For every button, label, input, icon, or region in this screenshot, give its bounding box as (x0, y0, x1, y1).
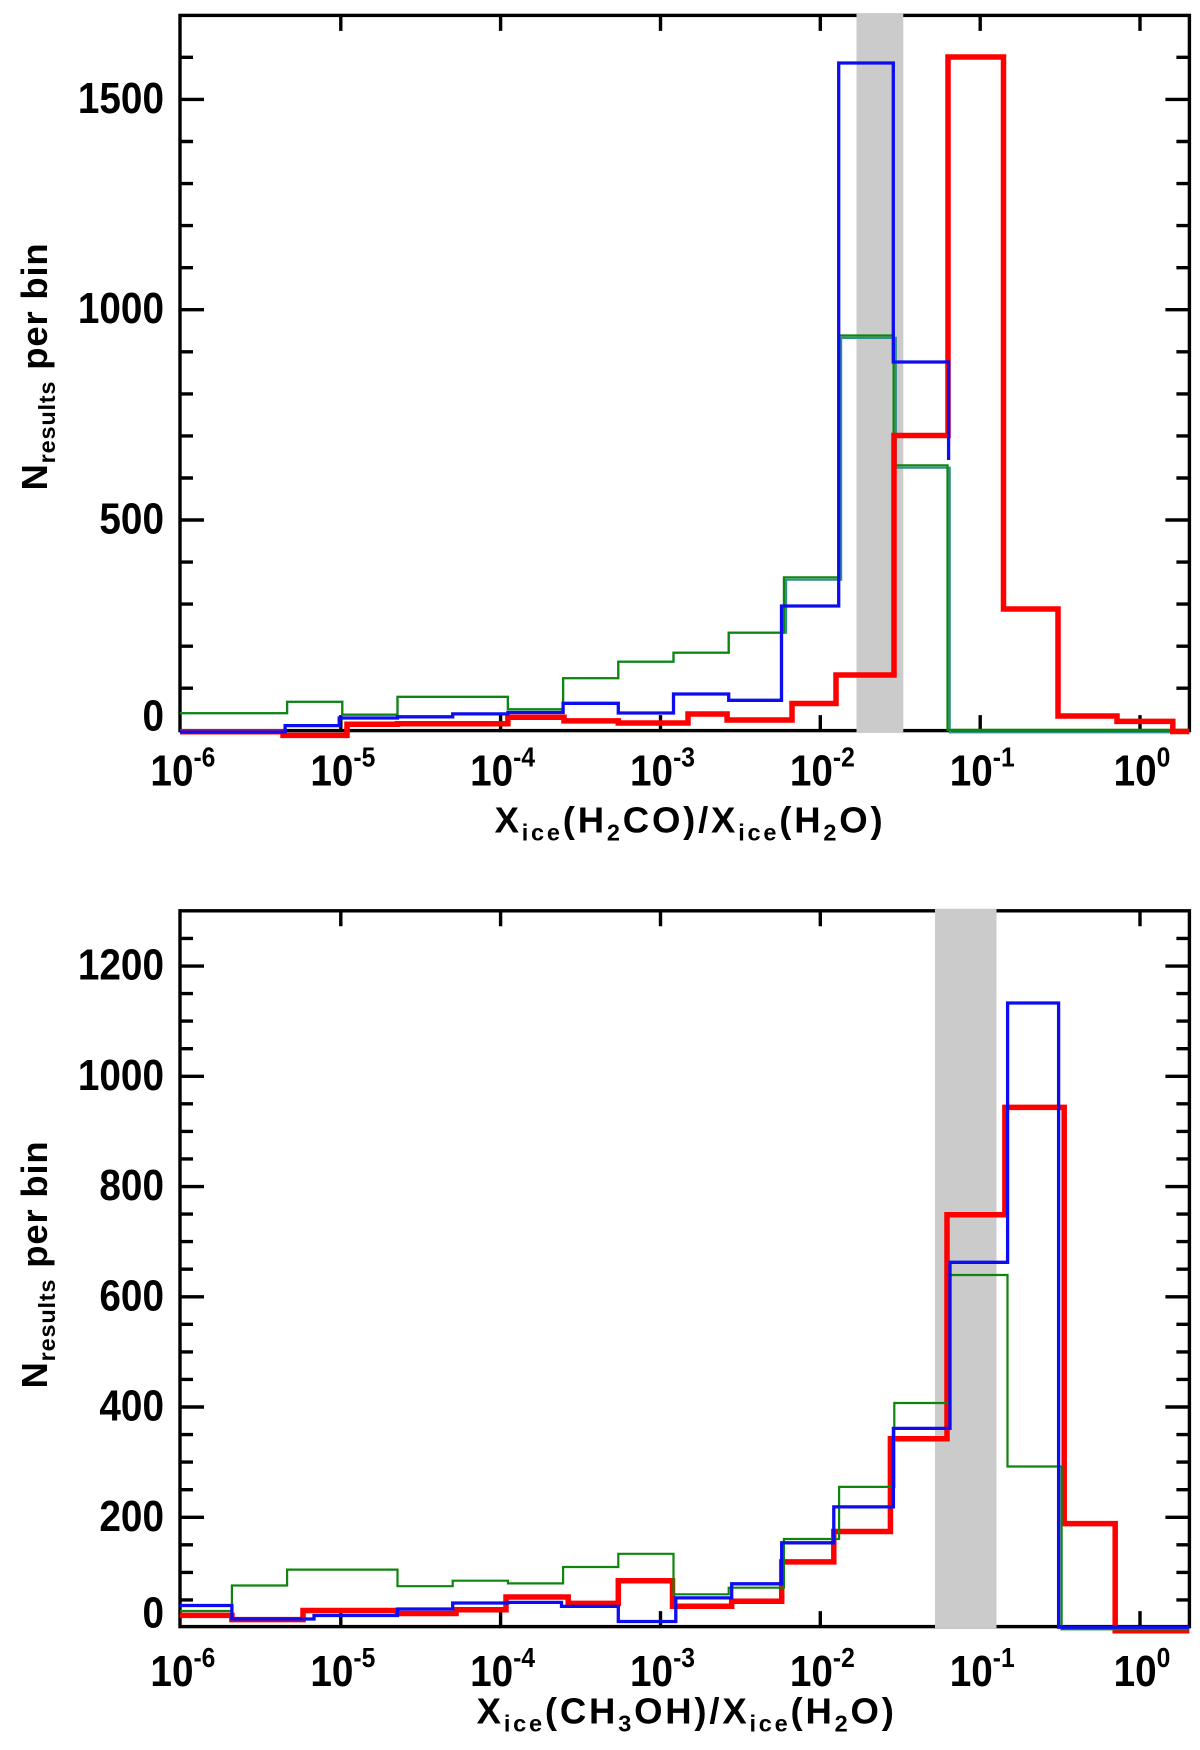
svg-text:0: 0 (142, 1587, 164, 1637)
svg-text:10-6: 10-6 (150, 1642, 215, 1696)
svg-text:1000: 1000 (78, 283, 164, 333)
svg-text:1000: 1000 (78, 1049, 164, 1099)
svg-text:10-5: 10-5 (310, 1642, 375, 1696)
svg-text:500: 500 (99, 493, 164, 543)
svg-text:600: 600 (99, 1270, 164, 1320)
svg-text:Xice(CH3OH)/Xice(H2O): Xice(CH3OH)/Xice(H2O) (477, 1691, 897, 1737)
svg-text:1200: 1200 (78, 939, 164, 989)
svg-text:1500: 1500 (78, 73, 164, 123)
svg-text:10-1: 10-1 (950, 1642, 1015, 1696)
svg-text:10-3: 10-3 (630, 741, 695, 795)
svg-text:Xice(H2CO)/Xice(H2O): Xice(H2CO)/Xice(H2O) (495, 800, 886, 846)
svg-text:0: 0 (142, 690, 164, 740)
svg-text:800: 800 (99, 1160, 164, 1210)
svg-text:200: 200 (99, 1490, 164, 1540)
svg-text:400: 400 (99, 1380, 164, 1430)
